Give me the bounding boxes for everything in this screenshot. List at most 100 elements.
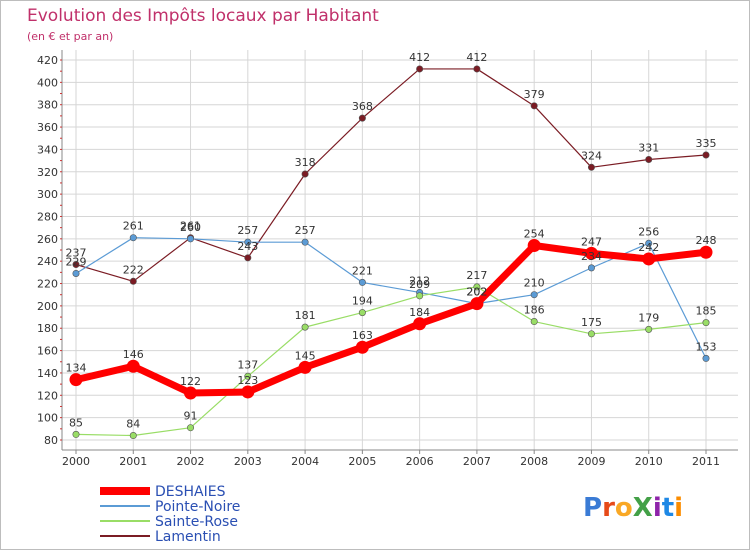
data-label-pointe-noire: 257	[295, 224, 316, 237]
point-pointe-noire-2009	[587, 264, 595, 272]
logo-letter: i	[674, 493, 683, 523]
point-pointe-noire-2000	[72, 269, 80, 277]
point-pointe-noire-2008	[530, 291, 538, 299]
point-sainte-rose-2004	[301, 323, 309, 331]
data-label-deshaies: 254	[524, 228, 545, 241]
x-tick-label: 2003	[234, 455, 262, 468]
data-label-sainte-rose: 181	[295, 309, 316, 322]
x-tick-label: 2007	[463, 455, 491, 468]
x-tick-label: 2006	[406, 455, 434, 468]
point-deshaies-2005	[355, 340, 369, 354]
data-label-lamentin: 324	[581, 149, 602, 162]
data-label-deshaies: 122	[180, 375, 201, 388]
point-sainte-rose-2008	[530, 318, 538, 326]
data-label-pointe-noire: 234	[581, 250, 602, 263]
series-line-sainte-rose	[75, 286, 707, 437]
data-label-pointe-noire: 212	[409, 274, 430, 287]
data-label-deshaies: 184	[409, 306, 430, 319]
y-tick-label: 180	[37, 322, 58, 335]
data-label-sainte-rose: 175	[581, 316, 602, 329]
series-line-deshaies	[75, 242, 707, 397]
point-lamentin-2004	[301, 170, 309, 178]
data-label-lamentin: 368	[352, 100, 373, 113]
y-tick-label: 300	[37, 188, 58, 201]
data-label-lamentin: 412	[409, 51, 430, 64]
data-label-sainte-rose: 137	[237, 358, 258, 371]
logo-letter: P	[583, 493, 602, 523]
data-label-lamentin: 237	[66, 247, 87, 260]
data-label-pointe-noire: 153	[696, 340, 717, 353]
y-tick-label: 380	[37, 99, 58, 112]
series-lines	[69, 65, 713, 440]
data-label-lamentin: 243	[237, 240, 258, 253]
x-tick-label: 2000	[62, 455, 90, 468]
y-tick-label: 200	[37, 300, 58, 313]
y-tick-label: 280	[37, 210, 58, 223]
point-lamentin-2000	[72, 261, 80, 269]
point-lamentin-2010	[645, 155, 653, 163]
data-label-deshaies: 163	[352, 329, 373, 342]
data-label-lamentin: 318	[295, 156, 316, 169]
x-tick-label: 2008	[520, 455, 548, 468]
point-sainte-rose-2002	[187, 424, 195, 432]
data-label-pointe-noire: 229	[66, 255, 87, 268]
axes: 80 100 120 140 160 180 200 220 240 260 280 300 320 34…	[37, 50, 738, 468]
data-label-pointe-noire: 256	[638, 225, 659, 238]
data-label-deshaies: 134	[66, 362, 87, 375]
logo-letter: X	[633, 493, 653, 523]
data-label-lamentin: 261	[180, 220, 201, 233]
point-deshaies-2003	[241, 385, 255, 399]
y-tick-label: 320	[37, 166, 58, 179]
legend-label-deshaies: DESHAIES	[155, 484, 226, 500]
point-lamentin-2009	[587, 163, 595, 171]
x-tick-label: 2011	[692, 455, 720, 468]
series-line-pointe-noire	[75, 237, 707, 359]
y-tick-label: 80	[44, 434, 58, 447]
point-deshaies-2008	[527, 239, 541, 253]
data-label-sainte-rose: 185	[696, 305, 717, 318]
data-label-sainte-rose: 209	[409, 278, 430, 291]
series-line-lamentin	[75, 68, 707, 282]
chart-title: Evolution des Impôts locaux par Habitant	[27, 6, 379, 26]
data-label-pointe-noire: 261	[123, 220, 144, 233]
point-sainte-rose-2009	[587, 330, 595, 338]
data-label-deshaies: 247	[581, 235, 602, 248]
y-tick-label: 360	[37, 121, 58, 134]
point-lamentin-2008	[530, 102, 538, 110]
data-label-sainte-rose: 179	[638, 311, 659, 324]
y-tick-label: 140	[37, 367, 58, 380]
x-tick-label: 2010	[635, 455, 663, 468]
data-label-lamentin: 335	[696, 137, 717, 150]
data-label-lamentin: 379	[524, 88, 545, 101]
x-tick-label: 2005	[348, 455, 376, 468]
point-sainte-rose-2007	[473, 283, 481, 291]
point-lamentin-2005	[358, 114, 366, 122]
point-deshaies-2000	[69, 373, 83, 387]
legend-label-lamentin: Lamentin	[155, 529, 221, 545]
data-label-sainte-rose: 85	[69, 416, 83, 429]
x-tick-label: 2001	[119, 455, 147, 468]
data-label-sainte-rose: 186	[524, 304, 545, 317]
point-pointe-noire-2004	[301, 238, 309, 246]
data-label-sainte-rose: 84	[126, 418, 140, 431]
data-label-sainte-rose: 91	[184, 410, 198, 423]
point-lamentin-2003	[244, 254, 252, 262]
data-label-deshaies: 202	[466, 286, 487, 299]
data-label-sainte-rose: 194	[352, 295, 373, 308]
point-sainte-rose-2003	[244, 372, 252, 380]
point-deshaies-2011	[699, 245, 713, 259]
point-pointe-noire-2005	[358, 278, 366, 286]
data-label-pointe-noire: 221	[352, 264, 373, 277]
data-label-deshaies: 123	[237, 374, 258, 387]
y-tick-label: 400	[37, 76, 58, 89]
y-tick-label: 260	[37, 233, 58, 246]
logo-letter: r	[602, 493, 615, 523]
point-deshaies-2001	[126, 359, 140, 373]
point-pointe-noire-2011	[702, 354, 710, 362]
data-label-deshaies: 248	[696, 234, 717, 247]
point-pointe-noire-2010	[645, 239, 653, 247]
data-label-deshaies: 242	[638, 241, 659, 254]
logo-letter: i	[653, 493, 662, 523]
